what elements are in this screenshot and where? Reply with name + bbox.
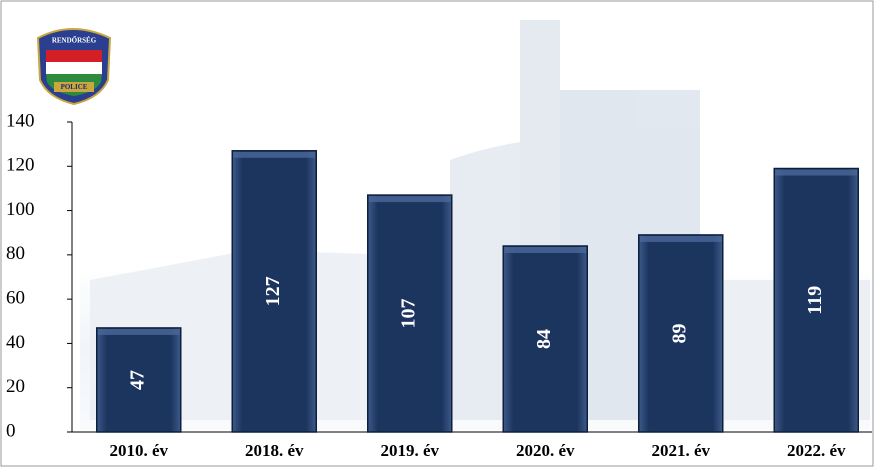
bar xyxy=(96,327,182,433)
logo-bottom-text: POLICE xyxy=(61,83,88,91)
bar-bevel xyxy=(639,235,722,242)
x-tick-label: 2019. év xyxy=(380,441,439,460)
bar xyxy=(367,194,453,433)
bar-bevel xyxy=(233,151,316,158)
value-label: 89 xyxy=(668,323,690,343)
x-tick-label: 2018. év xyxy=(245,441,304,460)
x-tick-label: 2021. év xyxy=(651,441,710,460)
logo: RENDŐRSÉG POLICE xyxy=(36,28,112,106)
x-tick-label: 2022. év xyxy=(787,441,846,460)
y-tick-label: 20 xyxy=(6,376,25,397)
value-label: 84 xyxy=(533,329,555,349)
x-tick-label: 2020. év xyxy=(516,441,575,460)
y-tick-label: 140 xyxy=(6,110,35,131)
value-label: 127 xyxy=(262,276,284,306)
value-label: 119 xyxy=(804,286,826,315)
background-image xyxy=(80,20,870,430)
y-tick-label: 80 xyxy=(6,243,25,264)
bar-bevel xyxy=(368,196,451,203)
bar xyxy=(773,167,859,433)
logo-top-text: RENDŐRSÉG xyxy=(52,37,97,45)
bar xyxy=(502,245,588,433)
bar-bevel xyxy=(775,169,858,176)
y-tick-label: 0 xyxy=(6,420,16,441)
bar-bevel xyxy=(97,328,180,335)
y-tick-label: 60 xyxy=(6,288,25,309)
y-tick-label: 40 xyxy=(6,332,25,353)
bar xyxy=(231,150,317,433)
y-tick-label: 120 xyxy=(6,155,35,176)
x-tick-label: 2010. év xyxy=(109,441,168,460)
value-label: 107 xyxy=(397,299,419,329)
value-label: 47 xyxy=(126,370,148,390)
bar-bevel xyxy=(504,247,587,253)
y-tick-label: 100 xyxy=(6,199,35,220)
bar xyxy=(638,234,724,433)
